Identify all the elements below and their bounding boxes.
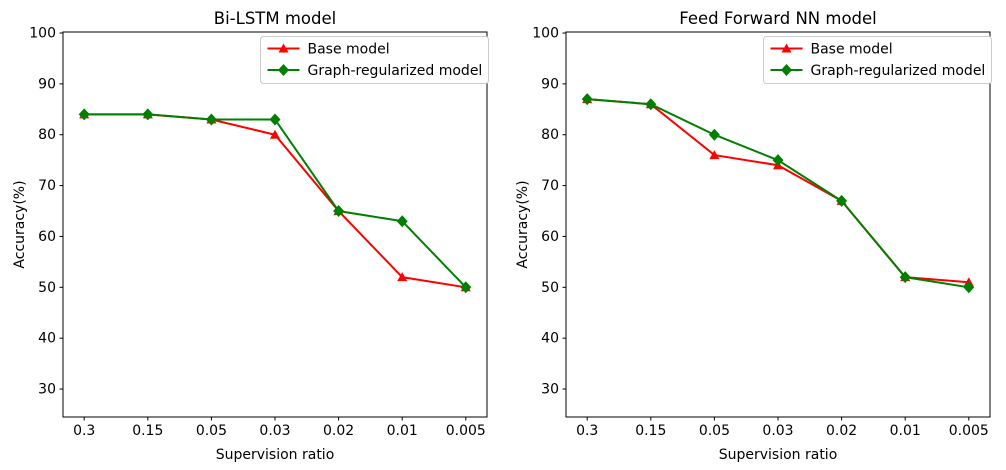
triangle-marker-icon [270, 129, 280, 139]
diamond-marker-icon [781, 64, 792, 76]
x-tick-label: 0.01 [387, 423, 418, 439]
y-tick-label: 50 [541, 280, 559, 296]
series-line-graph-regularized-model [587, 98, 969, 289]
x-tick-label: 0.005 [949, 423, 989, 439]
chart-title-bilstm: Bi-LSTM model [214, 9, 336, 28]
series-line-base-model [587, 98, 969, 284]
diamond-marker-icon [278, 64, 289, 76]
plot-border [565, 31, 991, 418]
diamond-marker-icon [836, 194, 848, 207]
y-tick-label: 60 [541, 229, 559, 245]
x-axis-label: Supervision ratio [216, 447, 335, 463]
series-line-base-model [84, 113, 466, 289]
triangle-marker-icon [781, 43, 792, 53]
x-tick-label: 0.02 [323, 423, 354, 439]
diamond-marker-icon [645, 98, 657, 111]
diamond-marker-icon [142, 108, 154, 121]
y-tick-label: 40 [541, 331, 559, 347]
diamond-marker-icon [333, 205, 345, 218]
diamond-marker-icon [78, 108, 90, 121]
x-tick-label: 0.02 [826, 423, 857, 439]
x-tick-label: 0.3 [576, 423, 598, 439]
triangle-marker-icon [397, 272, 408, 282]
y-tick-label: 100 [29, 26, 56, 42]
x-tick-label: 0.01 [890, 423, 921, 439]
legend-label: Base model [308, 42, 390, 58]
triangle-marker-icon [709, 150, 720, 160]
x-tick-label: 0.05 [196, 423, 227, 439]
legend-label: Base model [811, 42, 893, 58]
diamond-marker-icon [899, 271, 911, 284]
y-tick-label: 30 [541, 382, 559, 398]
triangle-marker-icon [278, 43, 289, 53]
diamond-marker-icon [205, 113, 217, 126]
y-tick-label: 40 [38, 331, 56, 347]
diamond-marker-icon [269, 113, 281, 126]
diamond-marker-icon [708, 128, 720, 141]
diamond-marker-icon [772, 154, 784, 167]
diamond-marker-icon [460, 281, 472, 294]
chart-title-feedforward: Feed Forward NN model [679, 9, 877, 28]
x-axis-label: Supervision ratio [719, 447, 838, 463]
chart-bilstm: Bi-LSTM model Accuracy(%) Supervision ra… [12, 9, 489, 463]
y-axis-label: Accuracy(%) [12, 180, 28, 268]
legend-box [260, 36, 489, 84]
diamond-marker-icon [581, 93, 593, 106]
y-tick-label: 50 [38, 280, 56, 296]
series-line-graph-regularized-model [84, 113, 467, 289]
y-tick-label: 100 [532, 26, 559, 42]
y-tick-label: 80 [38, 127, 56, 143]
x-tick-label: 0.15 [635, 423, 666, 439]
chart-feedforward-nn: Feed Forward NN model Accuracy(%) Superv… [515, 9, 992, 463]
diamond-marker-icon [396, 215, 408, 228]
plot-area-bilstm: 30 40 50 60 70 80 90 100 0.3 0.15 0.05 0.03 0.02 0.01… [29, 26, 489, 439]
y-tick-label: 70 [541, 178, 559, 194]
y-tick-label: 90 [38, 76, 56, 92]
y-tick-label: 70 [38, 178, 56, 194]
y-tick-label: 30 [38, 382, 56, 398]
y-tick-label: 60 [38, 229, 56, 245]
y-axis-label: Accuracy(%) [515, 180, 531, 268]
y-tick-label: 90 [541, 76, 559, 92]
y-tick-label: 80 [541, 127, 559, 143]
plot-border [62, 31, 488, 418]
x-tick-label: 0.3 [73, 423, 95, 439]
plot-area-feedforward: 30 40 50 60 70 80 90 100 0.3 0.15 0.05 0.03 0.02 0.01… [532, 26, 992, 439]
x-tick-label: 0.15 [132, 423, 163, 439]
legend-box [763, 36, 992, 84]
x-tick-label: 0.005 [446, 423, 486, 439]
x-tick-label: 0.03 [259, 423, 290, 439]
x-tick-label: 0.05 [699, 423, 730, 439]
legend-label: Graph-regularized model [811, 63, 986, 79]
diamond-marker-icon [963, 281, 975, 294]
x-tick-label: 0.03 [762, 423, 793, 439]
legend-label: Graph-regularized model [308, 63, 483, 79]
